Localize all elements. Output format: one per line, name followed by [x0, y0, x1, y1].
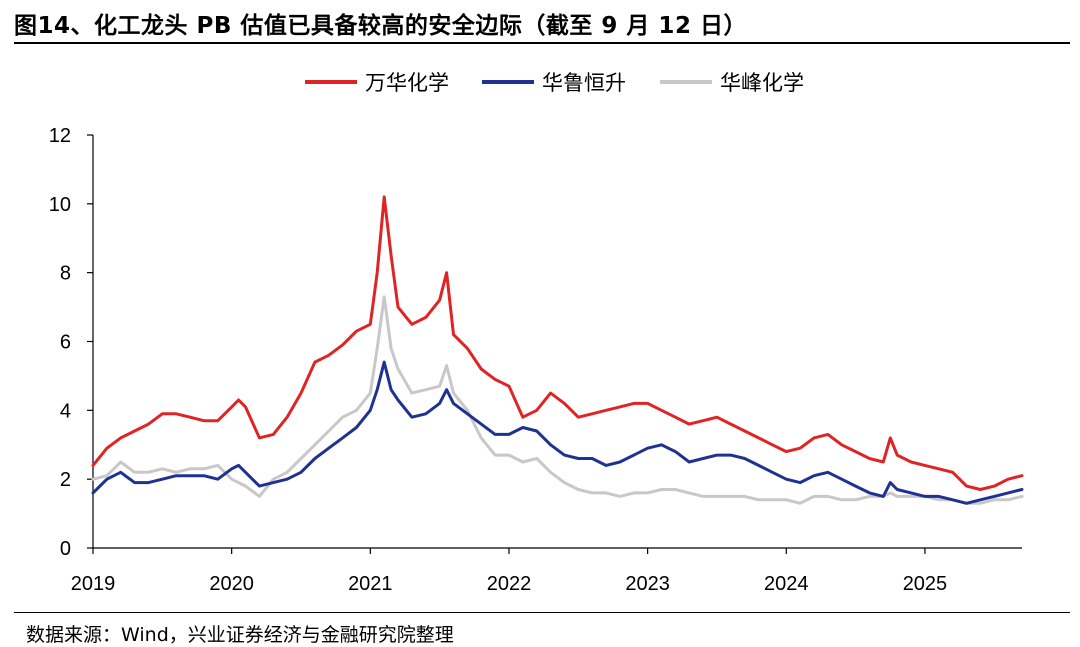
x-tick-label: 2021: [348, 573, 393, 595]
y-tick-label: 8: [60, 263, 71, 285]
legend-label-wanhua: 万华化学: [365, 71, 449, 95]
source-divider: [14, 612, 1070, 613]
series-line-huafeng: [91, 295, 1024, 505]
x-tick-label: 2022: [487, 573, 532, 595]
y-tick-label: 4: [60, 400, 71, 422]
legend: 万华化学 华鲁恒升 华峰化学: [0, 64, 1080, 100]
legend-swatch-wanhua: [305, 80, 357, 84]
y-tick-label: 0: [60, 538, 71, 560]
legend-label-hualu: 华鲁恒升: [542, 71, 626, 95]
y-tick-label: 2: [60, 469, 71, 491]
series-line-wanhua: [91, 195, 1024, 491]
legend-swatch-hualu: [482, 80, 534, 84]
source-note: 数据来源：Wind，兴业证券经济与金融研究院整理: [26, 624, 454, 646]
series-line-hualu: [91, 360, 1024, 505]
y-tick-label: 6: [60, 332, 71, 354]
x-tick-label: 2020: [209, 573, 254, 595]
legend-item-hualu: 华鲁恒升: [482, 64, 626, 100]
legend-swatch-huafeng: [660, 80, 712, 84]
chart-axes: 0 2 4 6 8 10 12 2019 2020 2021 2022 2023 2024 2025: [49, 125, 1022, 595]
chart-series-layer: [91, 195, 1024, 505]
y-tick-label: 10: [49, 194, 71, 216]
legend-label-huafeng: 华峰化学: [720, 71, 804, 95]
legend-item-huafeng: 华峰化学: [660, 64, 804, 100]
x-tick-label: 2019: [71, 573, 116, 595]
legend-item-wanhua: 万华化学: [305, 64, 449, 100]
title-underline: [14, 42, 1070, 44]
x-tick-label: 2023: [625, 573, 670, 595]
x-tick-label: 2025: [903, 573, 948, 595]
y-tick-label: 12: [49, 125, 71, 147]
chart-title: 图14、化工龙头 PB 估值已具备较高的安全边际（截至 9 月 12 日）: [14, 13, 747, 39]
x-tick-label: 2024: [764, 573, 809, 595]
